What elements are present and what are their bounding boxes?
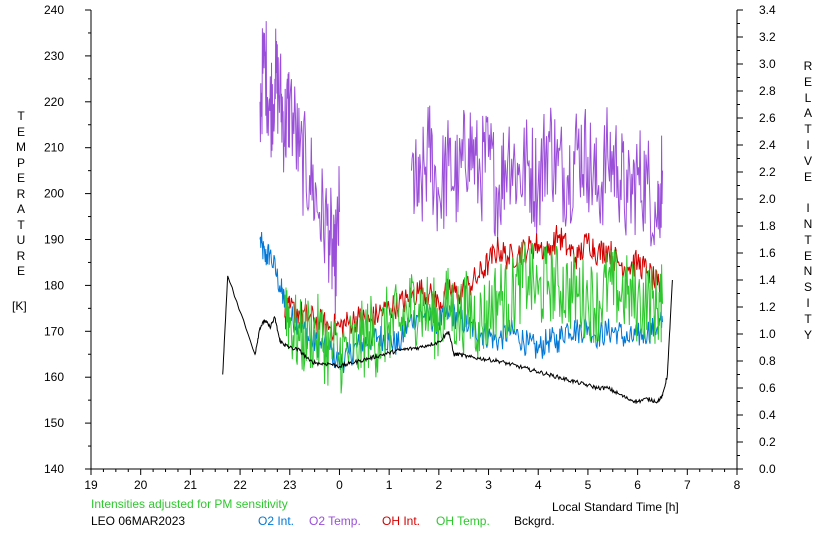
series-line-bckgrd (222, 275, 673, 405)
left-tick-label: 180 (44, 278, 64, 292)
left-tick-label: 210 (44, 141, 64, 155)
right-axis-label-letter: N (803, 264, 813, 279)
legend-oh-int: OH Int. (382, 514, 421, 528)
pm-sensitivity-note: Intensities adjusted for PM sensitivity (91, 497, 288, 511)
station-date-label: LEO 06MAR2023 (91, 514, 186, 528)
left-tick-label: 200 (44, 187, 64, 201)
series-line-o2-temp (411, 105, 663, 247)
series-line-o2-temp (259, 21, 340, 320)
right-tick-label: 0.2 (759, 435, 776, 449)
right-axis-label-letter: I (806, 296, 810, 310)
x-axis-label: Local Standard Time [h] (552, 500, 679, 514)
left-axis-label-letter: A (16, 202, 25, 216)
left-axis-label-letter: M (16, 140, 26, 154)
left-tick-label: 150 (44, 416, 64, 430)
x-tick-label: 21 (184, 478, 198, 492)
right-axis-label-letter: I (806, 138, 810, 152)
right-tick-label: 0.6 (759, 381, 776, 395)
x-tick-label: 7 (684, 478, 691, 492)
right-axis-label-letter: R (803, 59, 813, 73)
left-tick-label: 240 (44, 3, 64, 17)
left-axis-label-letter: P (16, 155, 25, 170)
x-tick-label: 8 (734, 478, 741, 492)
x-tick-label: 0 (336, 478, 343, 492)
x-tick-label: 2 (436, 478, 443, 492)
right-tick-label: 1.8 (759, 219, 776, 233)
right-tick-label: 1.4 (759, 273, 776, 287)
legend-bckgrd: Bckgrd. (514, 514, 555, 528)
legend-o2-int: O2 Int. (258, 514, 295, 528)
right-axis-label-letter: S (803, 280, 812, 295)
right-axis-label-letter: E (803, 169, 812, 184)
right-tick-label: 2.0 (759, 192, 776, 206)
left-tick-label: 190 (44, 233, 64, 247)
legend-oh-temp: OH Temp. (436, 514, 490, 528)
left-axis-label-letter: T (17, 109, 25, 123)
left-axis-label-letter: E (16, 124, 25, 139)
x-tick-label: 4 (535, 478, 542, 492)
right-tick-label: 2.6 (759, 111, 776, 125)
left-axis-label-letter: R (16, 186, 26, 201)
right-tick-label: 1.0 (759, 327, 776, 341)
right-tick-label: 3.2 (759, 30, 776, 44)
right-axis-label-letter: E (803, 248, 812, 263)
right-tick-label: 0.8 (759, 354, 776, 368)
x-tick-label: 22 (233, 478, 247, 492)
right-tick-label: 0.4 (759, 408, 776, 422)
left-axis-label-letter: T (17, 217, 25, 232)
right-axis-label-letter: A (803, 106, 812, 121)
x-tick-label: 23 (283, 478, 297, 492)
series-line-oh-temp (284, 241, 663, 394)
right-axis-label-letter: T (804, 232, 812, 247)
right-tick-label: 3.4 (759, 3, 776, 17)
right-tick-label: 2.4 (759, 138, 776, 152)
left-tick-label: 160 (44, 370, 64, 384)
left-axis-unit: [K] (12, 299, 27, 313)
right-axis-label-letter: E (803, 74, 812, 89)
x-tick-label: 19 (84, 478, 98, 492)
right-axis-label-letter: Y (803, 327, 812, 342)
left-tick-label: 230 (44, 49, 64, 63)
right-tick-label: 2.8 (759, 84, 776, 98)
right-axis-label-letter: T (804, 311, 812, 326)
right-axis-label-letter: V (803, 153, 812, 168)
series-line-oh-int (284, 224, 663, 342)
right-tick-label: 1.6 (759, 246, 776, 260)
x-tick-label: 20 (134, 478, 148, 492)
right-axis-label-letter: N (803, 217, 813, 231)
right-axis-label-letter: L (804, 90, 812, 105)
right-tick-label: 0.0 (759, 462, 776, 476)
x-tick-label: 5 (585, 478, 592, 492)
left-axis-label-letter: E (16, 264, 25, 278)
x-tick-label: 1 (386, 478, 393, 492)
left-tick-label: 170 (44, 324, 64, 338)
left-tick-label: 140 (44, 462, 64, 476)
right-axis-label-letter: T (804, 122, 812, 137)
x-tick-label: 6 (634, 478, 641, 492)
left-axis-label-letter: E (16, 171, 25, 185)
right-tick-label: 1.2 (759, 300, 776, 314)
x-tick-label: 3 (485, 478, 492, 492)
left-axis-label-letter: U (16, 233, 26, 247)
legend-o2-temp: O2 Temp. (309, 514, 361, 528)
right-tick-label: 2.2 (759, 165, 776, 179)
left-tick-label: 220 (44, 95, 64, 109)
right-tick-label: 3.0 (759, 57, 776, 71)
left-axis-label-letter: R (16, 248, 26, 263)
right-axis-label-letter: I (806, 201, 810, 216)
